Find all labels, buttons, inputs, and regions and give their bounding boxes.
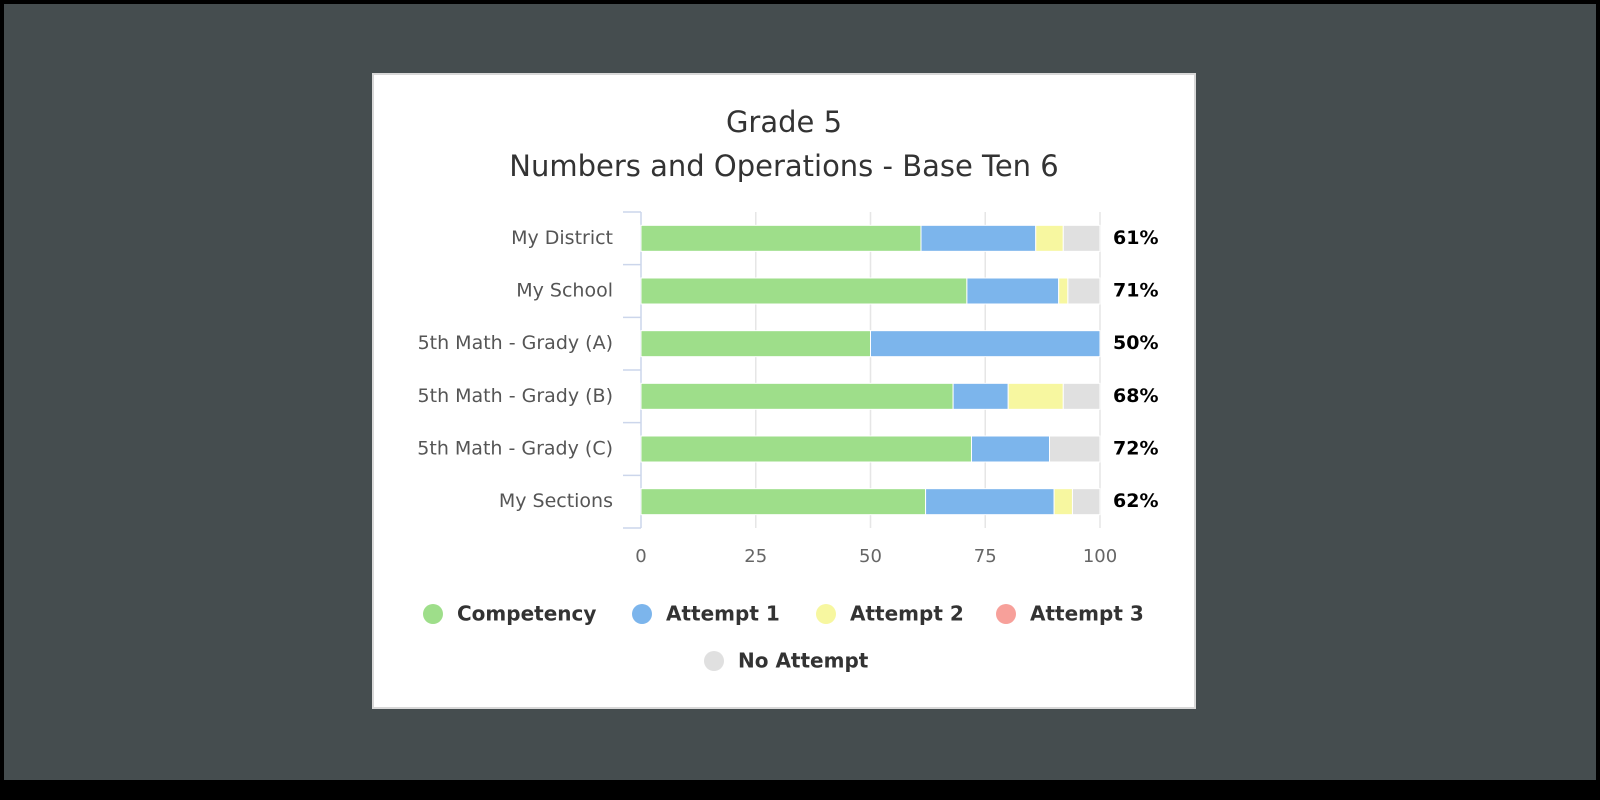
legend-label: Attempt 1 [666, 602, 780, 626]
bar-segment [1007, 382, 1064, 410]
y-tick-label: 5th Math - Grady (B) [418, 385, 613, 407]
data-label: 68% [1113, 385, 1158, 407]
bar-segment [640, 277, 968, 305]
legend-label: No Attempt [738, 649, 869, 673]
legend-marker [423, 604, 443, 624]
y-tick-label: 5th Math - Grady (A) [418, 332, 613, 354]
bar-segment [970, 435, 1051, 463]
y-tick-label: 5th Math - Grady (C) [417, 438, 613, 460]
bar-segment [966, 277, 1060, 305]
bar-segment [1035, 224, 1064, 252]
bar-segment [1067, 277, 1101, 305]
bar-segment [640, 488, 927, 516]
bar-segment [1071, 488, 1101, 516]
bar-segment [640, 330, 871, 358]
x-tick-label: 0 [635, 546, 646, 567]
bar-segment [640, 224, 922, 252]
legend-label: Competency [457, 602, 596, 626]
data-label: 50% [1113, 332, 1158, 354]
chart-title: Grade 5 [726, 105, 842, 139]
y-tick-label: My Sections [499, 490, 613, 512]
bar-segment [1062, 382, 1101, 410]
bar-segment [870, 330, 1101, 358]
legend-marker [996, 604, 1016, 624]
x-tick-label: 100 [1083, 546, 1117, 567]
data-label: 71% [1113, 280, 1158, 302]
bar-segment [1049, 435, 1101, 463]
bar-segment [952, 382, 1009, 410]
bar-segment [920, 224, 1037, 252]
x-tick-label: 25 [744, 546, 767, 567]
bar-segment [640, 435, 972, 463]
legend-marker [816, 604, 836, 624]
legend-label: Attempt 3 [1030, 602, 1144, 626]
legend-marker [632, 604, 652, 624]
y-tick-label: My District [511, 227, 613, 249]
bar-segment [640, 382, 954, 410]
x-tick-label: 50 [859, 546, 882, 567]
bar-segment [1053, 488, 1073, 516]
bar-segment [1058, 277, 1069, 305]
y-tick-label: My School [516, 280, 613, 302]
legend-marker [704, 651, 724, 671]
data-label: 62% [1113, 490, 1158, 512]
data-label: 72% [1113, 438, 1158, 460]
chart-subtitle: Numbers and Operations - Base Ten 6 [509, 149, 1058, 183]
data-label: 61% [1113, 227, 1158, 249]
legend-label: Attempt 2 [850, 602, 964, 626]
x-tick-label: 75 [974, 546, 997, 567]
bar-segment [1062, 224, 1101, 252]
bar-segment [925, 488, 1055, 516]
